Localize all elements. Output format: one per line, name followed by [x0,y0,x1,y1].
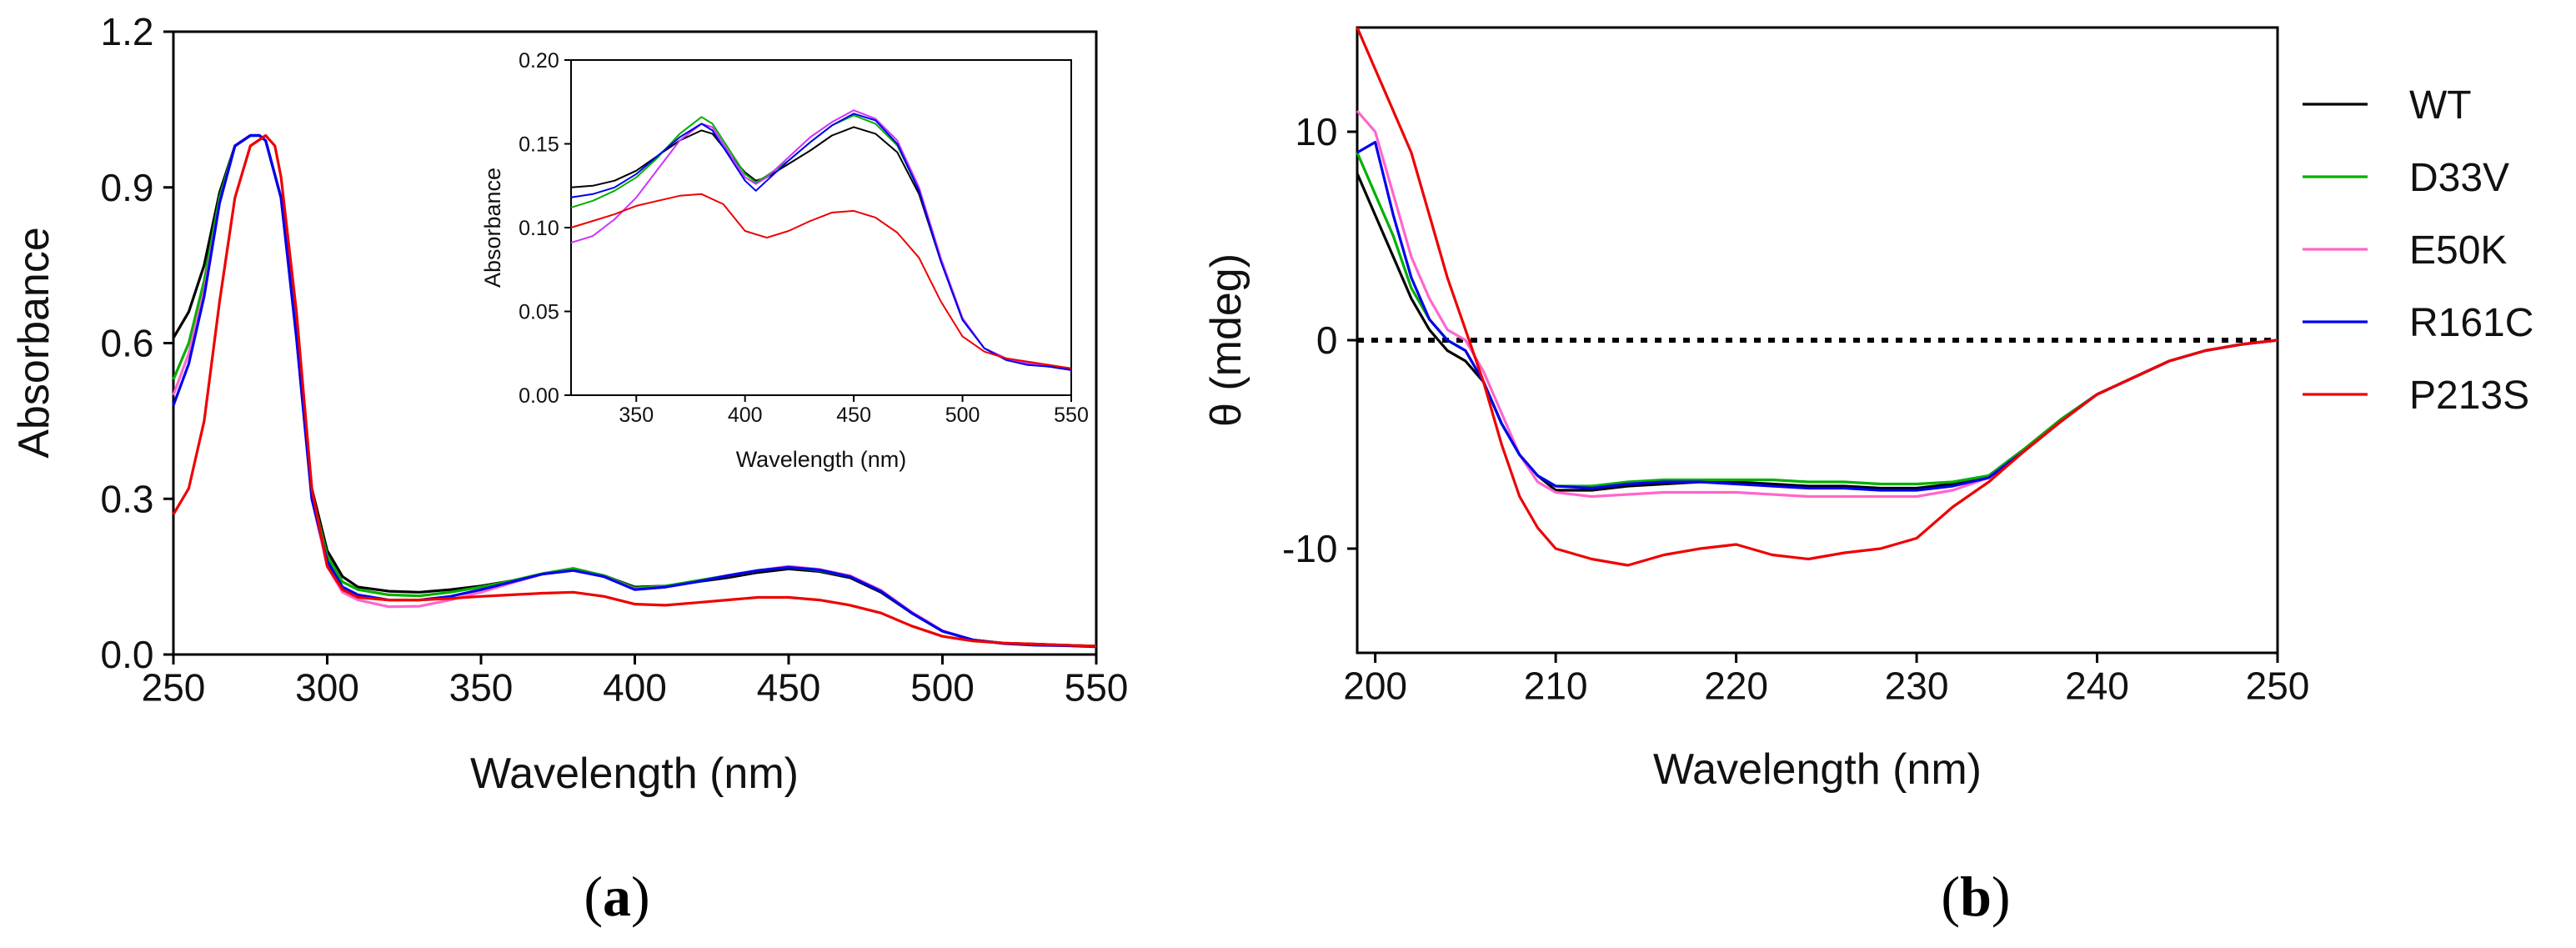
panel-a-inset-x-ticks: 350 400 450 500 550 [619,395,1089,427]
legend-label-wt: WT [2409,83,2472,128]
x-tick-label: 250 [142,666,206,710]
panel-a-inset-plot-frame [570,59,1072,396]
panel-a-letter: a [603,865,631,928]
series-line-e50k [1356,109,2278,499]
y-tick-label: 0.10 [519,217,559,240]
panel-b-x-axis-label: Wavelength (nm) [1653,745,1982,794]
legend-label-p213s: P213S [2409,374,2529,418]
x-tick-label: 500 [910,666,975,710]
panel-b-letter: b [1960,865,1992,928]
panel-b-legend: WT D33V E50K R161C P213S [2303,83,2533,418]
x-tick-label: 230 [1885,665,1949,708]
panel-b-chart: 200 210 220 230 240 250 10 0 -10 Wavelength (nm… [1202,26,2533,794]
panel-a-y-ticks: 0.0 0.3 0.6 0.9 1.2 [101,10,173,676]
panel-b-y-ticks: 10 0 -10 [1282,110,1357,570]
panel-a-inset-x-axis-label: Wavelength (nm) [736,447,907,472]
x-tick-label: 550 [1065,666,1129,710]
y-tick-label: 0.3 [101,477,154,520]
x-tick-label: 400 [728,404,763,427]
x-tick-label: 240 [2065,665,2129,708]
x-tick-label: 250 [2246,665,2310,708]
panel-a-x-ticks: 250 300 350 400 450 500 550 [142,655,1129,710]
x-tick-label: 350 [449,666,514,710]
panel-b-y-axis-label: θ (mdeg) [1202,253,1250,427]
series-line-p213s [172,133,1097,648]
panel-b-series-group [1356,27,2278,567]
panel-a-caption-label: (a) [584,865,649,928]
series-line-r161c [570,113,1072,371]
legend-label-d33v: D33V [2409,156,2509,200]
series-line-r161c [172,133,1097,649]
x-tick-label: 350 [619,404,654,427]
x-tick-label: 220 [1704,665,1768,708]
x-tick-label: 500 [945,404,980,427]
y-tick-label: 0.15 [519,133,559,156]
x-tick-label: 210 [1524,665,1588,708]
y-tick-label: -10 [1282,527,1337,570]
x-tick-label: 400 [603,666,667,710]
y-tick-label: 0.00 [519,384,559,408]
panel-a-y-axis-label: Absorbance [10,227,58,459]
series-line-p213s [1356,27,2278,567]
x-tick-label: 200 [1343,665,1407,708]
y-tick-label: 0 [1316,319,1338,362]
panel-a-inset-y-axis-label: Absorbance [480,168,505,288]
x-tick-label: 450 [836,404,871,427]
y-tick-label: 0.0 [101,633,154,676]
series-line-p213s [570,193,1072,369]
y-tick-label: 0.05 [519,300,559,324]
legend-label-r161c: R161C [2409,301,2533,345]
panel-a-inset-series-group [570,109,1072,371]
series-line-r161c [1356,140,2278,492]
panel-b-x-ticks: 200 210 220 230 240 250 [1343,653,2309,708]
x-tick-label: 550 [1054,404,1089,427]
y-tick-label: 0.6 [101,322,154,365]
panel-a-chart: 250 300 350 400 450 500 550 0.0 0.3 0.6 0.9 1.2 Wa… [10,10,1128,798]
panel-a-series-group [172,133,1097,649]
y-tick-label: 0.20 [519,49,559,73]
panel-a-inset-y-ticks: 0.00 0.05 0.10 0.15 0.20 [519,49,571,408]
legend-label-e50k: E50K [2409,228,2507,273]
y-tick-label: 0.9 [101,166,154,209]
x-tick-label: 450 [757,666,821,710]
y-tick-label: 1.2 [101,10,154,53]
series-line-wt [1356,173,2278,492]
panel-a-x-axis-label: Wavelength (nm) [470,750,799,798]
panel-a-inset-chart: 350 400 450 500 550 0.00 0.05 0.10 0.15 0.20 Wav… [480,49,1089,472]
x-tick-label: 300 [295,666,359,710]
panel-b-caption-label: (b) [1941,865,2010,928]
y-tick-label: 10 [1295,110,1337,153]
series-line-d33v [1356,152,2278,488]
